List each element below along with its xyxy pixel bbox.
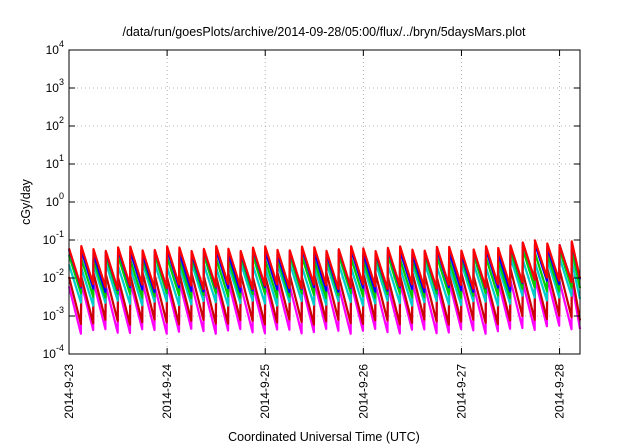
x-tick-label: 2014-9-25 xyxy=(258,364,272,419)
grid xyxy=(68,50,580,354)
y-tick-exponent: 3 xyxy=(59,77,64,87)
y-tick-exponent: 0 xyxy=(59,191,64,201)
y-tick-label: 10-3 xyxy=(43,305,64,323)
y-tick-label: 104 xyxy=(46,39,64,57)
x-axis-label: Coordinated Universal Time (UTC) xyxy=(228,430,420,444)
y-tick-label: 10-2 xyxy=(43,267,64,285)
y-axis-label: cGy/day xyxy=(19,178,33,225)
y-tick-exponent: -4 xyxy=(56,343,64,353)
x-tick-label: 2014-9-24 xyxy=(160,364,174,419)
y-tick-exponent: 2 xyxy=(59,115,64,125)
x-tick-label: 2014-9-26 xyxy=(356,364,370,419)
y-tick-label: 102 xyxy=(46,115,64,133)
x-tick-label: 2014-9-27 xyxy=(454,364,468,419)
x-tick-label: 2014-9-28 xyxy=(553,364,567,419)
x-axis: 2014-9-23 2014-9-24 2014-9-25 2014-9-26 2014… xyxy=(62,50,567,419)
x-tick-label: 2014-9-23 xyxy=(62,364,76,419)
y-tick-exponent: -3 xyxy=(56,305,64,315)
y-tick-exponent: -2 xyxy=(56,267,64,277)
chart-title: /data/run/goesPlots/archive/2014-09-28/0… xyxy=(122,25,526,39)
y-tick-exponent: 4 xyxy=(59,39,64,49)
y-tick-label: 100 xyxy=(46,191,64,209)
y-tick-label: 10-1 xyxy=(43,229,64,247)
y-tick-label: 103 xyxy=(46,77,64,95)
y-tick-exponent: 1 xyxy=(59,153,64,163)
y-tick-exponent: -1 xyxy=(56,229,64,239)
series-line xyxy=(67,239,582,291)
y-tick-label: 10-4 xyxy=(43,343,64,361)
y-tick-label: 101 xyxy=(46,153,64,171)
series-lines xyxy=(67,239,582,335)
